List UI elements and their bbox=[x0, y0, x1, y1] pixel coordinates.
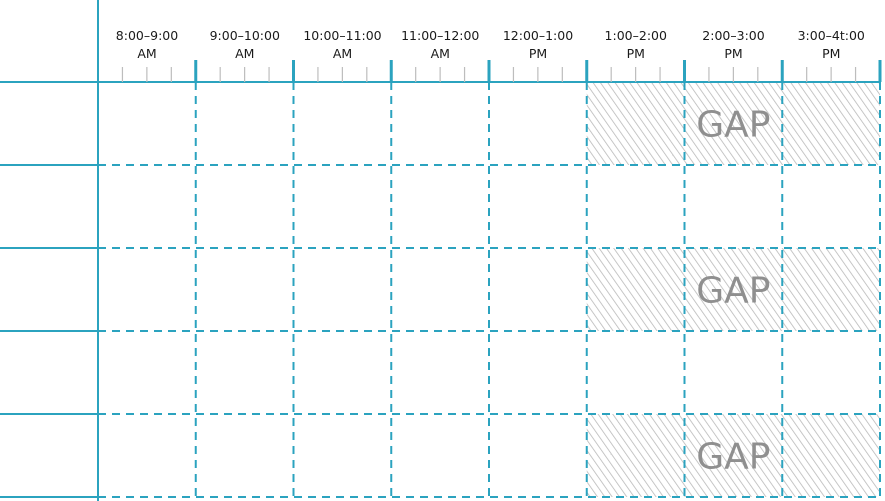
time-period: PM bbox=[822, 46, 841, 61]
time-slot-label: 1:00–2:00 PM bbox=[587, 27, 685, 63]
time-period: AM bbox=[332, 46, 353, 61]
gap-layer: GAP GAP GAP bbox=[586, 82, 880, 497]
time-slot-label: 12:00–1:00 PM bbox=[489, 27, 587, 63]
time-period: AM bbox=[137, 46, 157, 61]
gap-label: GAP bbox=[696, 271, 770, 312]
gap-label: GAP bbox=[696, 105, 770, 146]
time-range: 12:00–1:00 bbox=[502, 28, 574, 43]
time-period: PM bbox=[528, 46, 548, 61]
gap-hatch bbox=[586, 82, 880, 165]
gap-block: GAP bbox=[586, 248, 880, 331]
time-slot-label: 11:00–12:00 AM bbox=[391, 27, 489, 63]
gap-block: GAP bbox=[586, 82, 880, 165]
gap-block: GAP bbox=[586, 414, 880, 497]
time-period: PM bbox=[724, 46, 743, 61]
time-slot-label: 9:00–10:00 AM bbox=[196, 27, 294, 63]
time-period: AM bbox=[235, 46, 255, 61]
time-range: 8:00–9:00 bbox=[115, 28, 179, 43]
gap-hatch bbox=[586, 414, 880, 497]
time-range: 1:00–2:00 bbox=[604, 28, 667, 43]
time-slot-label: 2:00–3:00 PM bbox=[685, 27, 783, 63]
time-range: 9:00–10:00 bbox=[209, 28, 280, 43]
time-period: PM bbox=[626, 46, 645, 61]
time-range: 11:00–12:00 bbox=[401, 28, 480, 43]
gap-hatch bbox=[586, 248, 880, 331]
time-period: AM bbox=[430, 46, 450, 61]
time-slot-label: 8:00–9:00 AM bbox=[98, 27, 196, 63]
time-range: 2:00–3:00 bbox=[702, 28, 765, 43]
time-range: 10:00–11:00 bbox=[303, 28, 382, 43]
gap-label: GAP bbox=[696, 437, 770, 478]
time-range: 3:00–4t:00 bbox=[797, 28, 865, 43]
time-slot-label: 3:00–4t:00 PM bbox=[782, 27, 880, 63]
time-slot-label: 10:00–11:00 AM bbox=[294, 27, 392, 63]
